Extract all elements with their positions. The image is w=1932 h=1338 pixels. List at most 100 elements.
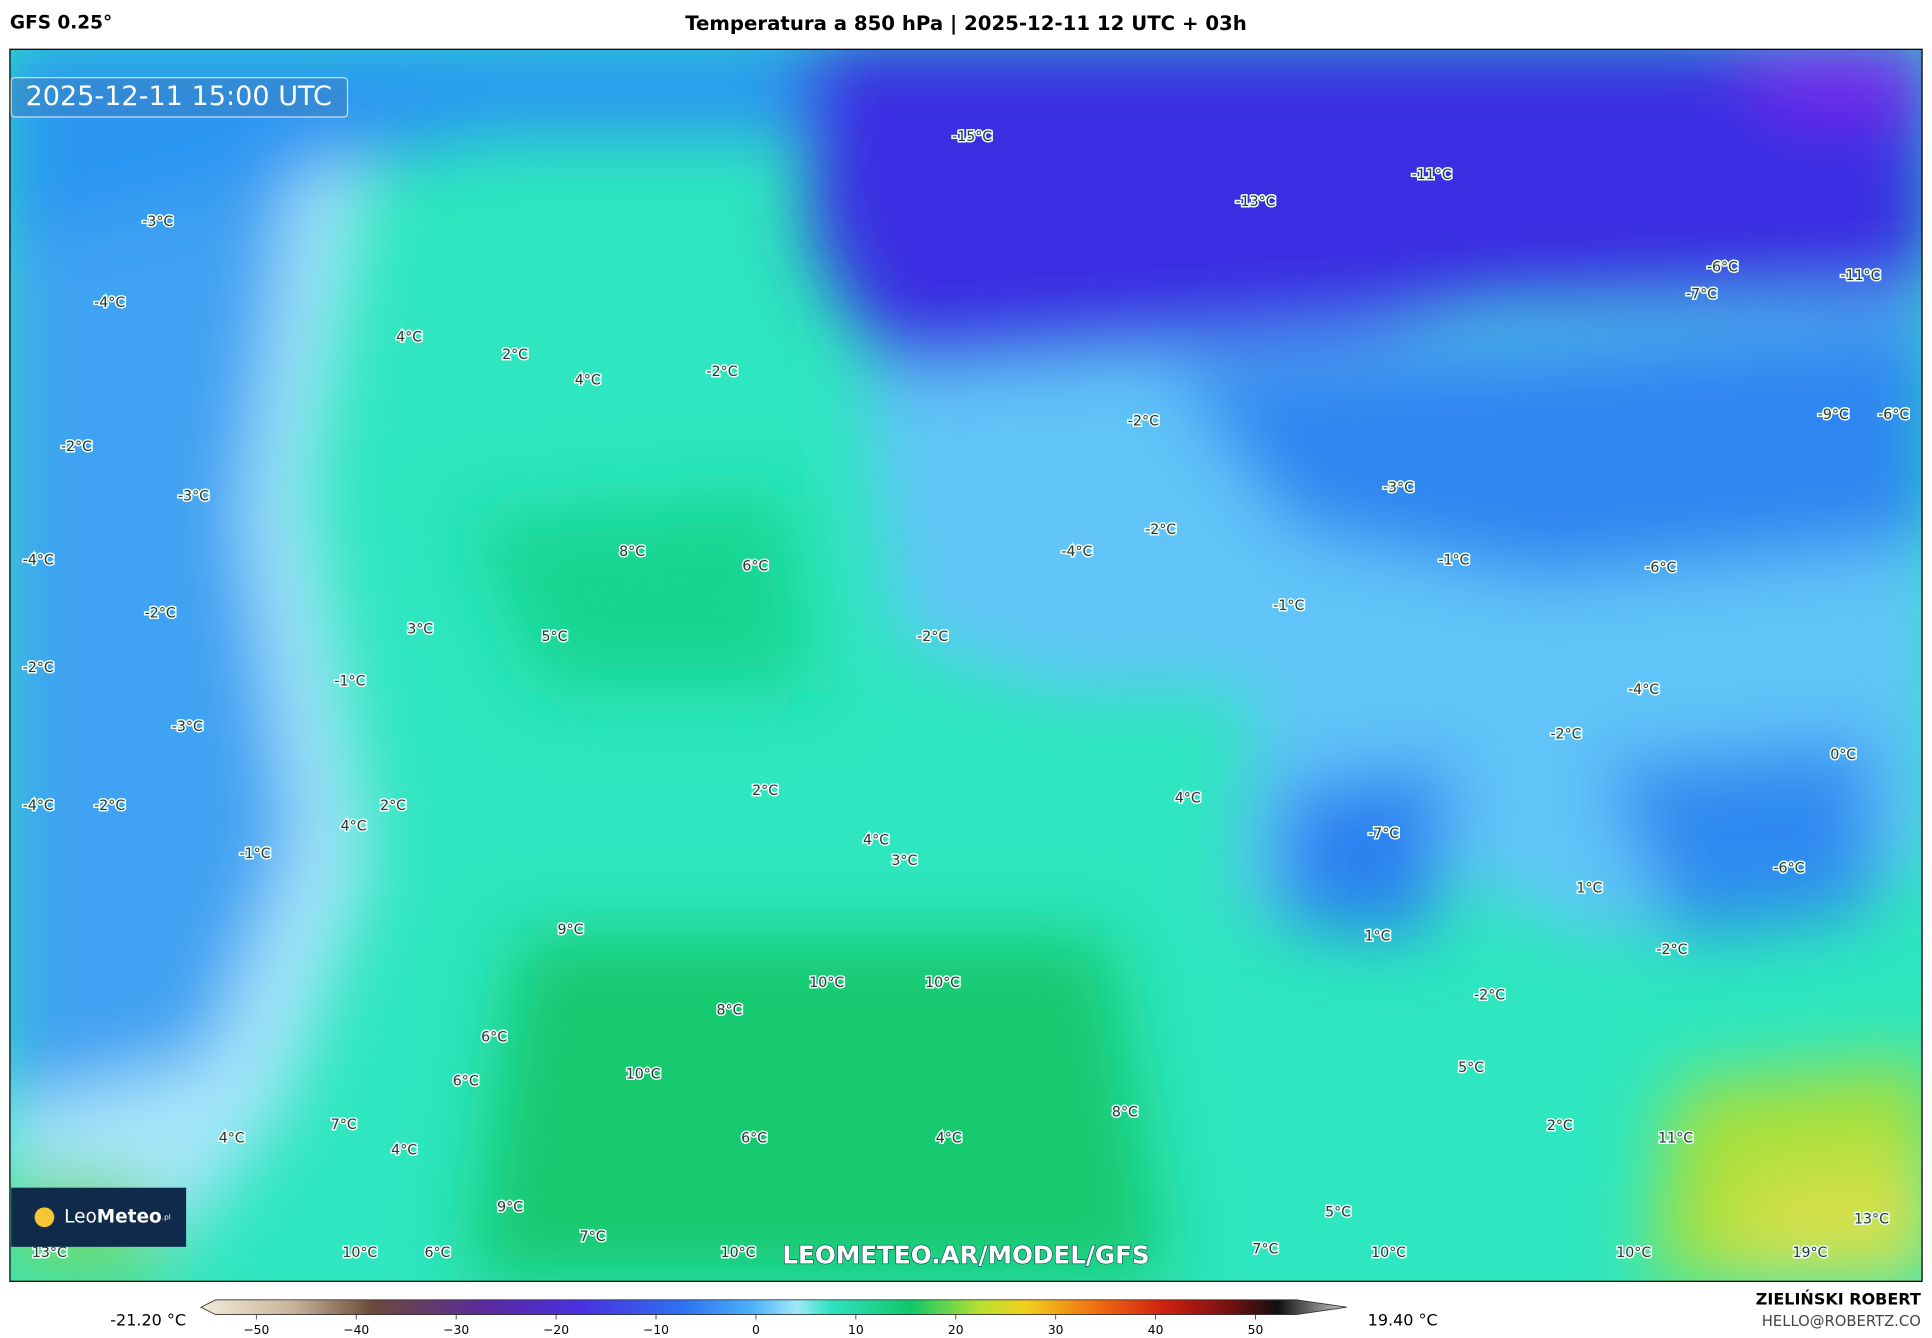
temp-label: -2°C (1145, 522, 1176, 538)
temp-label: 6°C (742, 559, 768, 575)
temp-label: -7°C (1368, 826, 1399, 842)
temp-label: -4°C (23, 798, 54, 814)
colorbar: −50 −40 −30 −20 −10 0 10 20 30 40 50 (199, 1299, 1347, 1337)
timestamp: 2025-12-11 15:00 UTC (25, 81, 331, 112)
temp-label: -6°C (1645, 560, 1676, 576)
temp-label: -2°C (94, 798, 125, 814)
temp-label: -11°C (1840, 268, 1880, 284)
temp-label: -4°C (1061, 544, 1092, 560)
temp-label: 10°C (721, 1245, 756, 1261)
colorbar-tick-label: 40 (1148, 1323, 1164, 1337)
temp-label: 7°C (1252, 1241, 1278, 1257)
timestamp-box (10, 77, 349, 118)
map (9, 49, 1923, 1282)
temp-label: 7°C (580, 1229, 606, 1245)
temp-label: -3°C (142, 214, 173, 230)
colorbar-tick-label: −50 (243, 1323, 269, 1337)
temp-label: -6°C (1878, 407, 1909, 423)
watermark: LEOMETEO.AR/MODEL/GFS (782, 1241, 1149, 1270)
temp-label: 3°C (891, 853, 917, 869)
temp-label: 19°C (1792, 1245, 1827, 1261)
colorbar-max: 19.40 °C (1368, 1310, 1438, 1329)
temp-label: 5°C (542, 629, 568, 645)
temp-label: 6°C (741, 1130, 767, 1146)
temp-label: 10°C (342, 1245, 377, 1261)
temp-label: 4°C (1175, 790, 1201, 806)
temp-label: 6°C (424, 1245, 450, 1261)
temp-label: 11°C (1658, 1130, 1693, 1146)
temp-label: -3°C (1383, 480, 1414, 496)
temp-label: 2°C (502, 347, 528, 363)
colorbar-tick-label: 0 (752, 1323, 760, 1337)
logo-suffix: .pl (162, 1212, 171, 1221)
temp-label: 2°C (752, 783, 778, 799)
credit-email: HELLO@ROBERTZ.CO (1762, 1313, 1921, 1330)
temp-label: 4°C (396, 330, 422, 346)
temp-label: -6°C (1773, 861, 1804, 877)
temp-label: 5°C (1458, 1060, 1484, 1076)
temp-label: 2°C (380, 798, 406, 814)
colorbar-tick-label: −20 (543, 1323, 569, 1337)
temp-label: 8°C (619, 544, 645, 560)
model-name: GFS 0.25° (10, 12, 112, 33)
temp-label: 9°C (497, 1199, 523, 1215)
logo: LeoMeteo.pl (64, 1206, 171, 1227)
temp-label: 3°C (407, 622, 433, 638)
temp-label: 8°C (716, 1002, 742, 1018)
temp-label: 10°C (925, 975, 960, 991)
temp-label: -2°C (1550, 726, 1581, 742)
credit-name: ZIELIŃSKI ROBERT (1756, 1289, 1921, 1308)
temp-label: 10°C (626, 1066, 661, 1082)
temp-label: -3°C (178, 489, 209, 505)
temp-label: 5°C (1325, 1204, 1351, 1220)
temp-label: -2°C (23, 660, 54, 676)
temp-label: 0°C (1830, 747, 1856, 763)
temp-label: -2°C (145, 606, 176, 622)
temp-label: 7°C (331, 1117, 357, 1133)
temp-label: -4°C (94, 295, 125, 311)
map-frame (9, 48, 1923, 1282)
temp-label: 6°C (453, 1074, 479, 1090)
temp-label: -6°C (1707, 259, 1738, 275)
temp-label: -2°C (917, 629, 948, 645)
temp-label: 10°C (809, 975, 844, 991)
temp-label: 4°C (341, 819, 367, 835)
map-labels: -15°C -11°C -13°C -3°C -4°C -6°C -11°C -7°C 4°C 2… (21, 127, 1911, 1262)
temp-label: -4°C (1628, 682, 1659, 698)
temp-label: 13°C (1854, 1212, 1889, 1228)
temp-label: 4°C (219, 1130, 245, 1146)
colorbar-tick-label: 20 (948, 1323, 964, 1337)
temp-label: 1°C (1365, 928, 1391, 944)
colorbar-tick-label: 50 (1248, 1323, 1264, 1337)
temp-label: 10°C (1616, 1245, 1651, 1261)
temp-label: -2°C (1474, 987, 1505, 1003)
temp-label: 4°C (575, 373, 601, 389)
temp-label: 9°C (558, 922, 584, 938)
temp-label: -1°C (1273, 598, 1304, 614)
logo-sun (34, 1207, 55, 1228)
temp-label: -15°C (952, 129, 992, 145)
temp-label: 10°C (1371, 1245, 1406, 1261)
logo-part: Leo (64, 1206, 97, 1227)
colorbar-tick-label: −30 (443, 1323, 469, 1337)
colorbar-tick-label: −10 (643, 1323, 669, 1337)
temp-label: -1°C (1438, 553, 1469, 569)
temp-label: -7°C (1686, 286, 1717, 302)
temp-label: -4°C (23, 553, 54, 569)
colorbar-tick-label: 30 (1048, 1323, 1064, 1337)
temp-label: -11°C (1412, 167, 1452, 183)
temp-label: 4°C (391, 1143, 417, 1159)
temp-label: 4°C (936, 1130, 962, 1146)
temp-label: -1°C (334, 673, 365, 689)
colorbar-tick-label: 10 (848, 1323, 864, 1337)
colorbar-min: -21.20 °C (110, 1310, 186, 1329)
temp-label: 2°C (1547, 1118, 1573, 1134)
temp-label: 8°C (1112, 1105, 1138, 1121)
map-title: Temperatura a 850 hPa | 2025-12-11 12 UT… (685, 12, 1247, 35)
temp-label: 13°C (32, 1245, 67, 1261)
logo-part: Meteo (97, 1206, 162, 1227)
colorbar-tick-label: −40 (343, 1323, 369, 1337)
temp-label: -2°C (1656, 942, 1687, 958)
temp-label: 6°C (481, 1029, 507, 1045)
